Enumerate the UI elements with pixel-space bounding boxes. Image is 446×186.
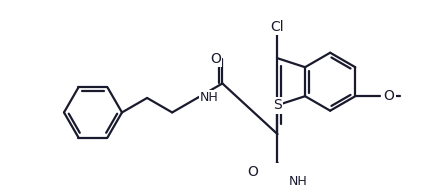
Text: S: S xyxy=(273,98,282,112)
Text: NH: NH xyxy=(289,175,307,186)
Text: NH: NH xyxy=(200,92,219,105)
Text: Cl: Cl xyxy=(271,20,284,34)
Text: O: O xyxy=(210,52,221,66)
Text: O: O xyxy=(384,89,394,103)
Text: O: O xyxy=(247,165,258,179)
